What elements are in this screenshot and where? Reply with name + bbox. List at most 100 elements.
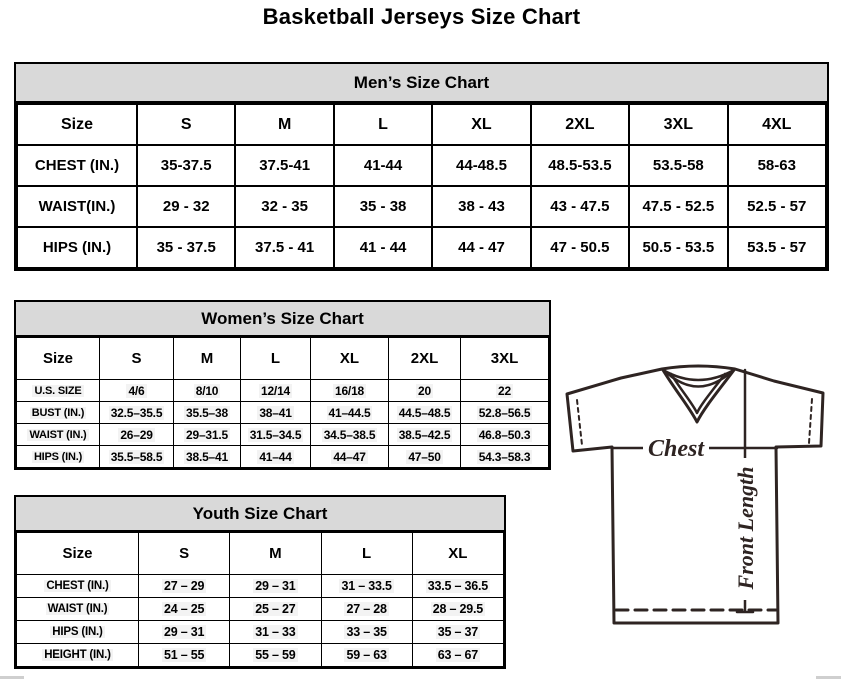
cell-value: 35 – 37	[435, 625, 481, 639]
column-header: S	[99, 337, 174, 380]
cell-value: 29–31.5	[184, 427, 230, 442]
cell-value: 31.5–34.5	[247, 427, 304, 442]
table-cell: 51 – 55	[137, 643, 231, 667]
cell-value: 52.5 - 57	[747, 198, 807, 215]
front-length-label-backing	[733, 458, 757, 600]
cell-value: 43 - 47.5	[550, 198, 610, 215]
youth-size-table: Size S M L XL CHEST (IN.) 27 – 29 29 – 31 31 – 3…	[16, 532, 505, 667]
table-cell: 34.5–38.5	[310, 423, 389, 446]
table-cell: 55 – 59	[229, 643, 322, 667]
table-row: HIPS (IN.) 35 - 37.5 37.5 - 41 41 - 44 44 - …	[16, 226, 828, 269]
table-cell: 48.5-53.5	[529, 144, 631, 187]
page-title: Basketball Jerseys Size Chart	[262, 4, 581, 29]
womens-size-chart-section: Women’s Size Chart Size S M L XL 2XL 3XL U.S. S…	[14, 300, 551, 470]
table-row: CHEST (IN.) 35-37.5 37.5-41 41-44 44-48.5 48.…	[16, 144, 828, 187]
cell-value: 47 - 50.5	[550, 239, 610, 256]
column-header: L	[240, 337, 311, 380]
mens-size-chart-section: Men’s Size Chart Size S M L XL 2XL 3XL 4XL CHEST…	[14, 62, 829, 271]
table-cell: 53.5-58	[628, 144, 729, 187]
cell-value: 44-48.5	[456, 157, 507, 174]
column-header: L	[320, 532, 413, 575]
table-cell: 41–44	[240, 445, 311, 468]
table-cell: 35 – 37	[411, 620, 505, 644]
v-neck-inner	[669, 372, 727, 415]
column-header: 3XL	[460, 337, 549, 380]
cell-value: 26–29	[118, 427, 155, 442]
column-header: XL	[310, 337, 389, 380]
row-label: BUST (IN.)	[16, 401, 100, 424]
table-cell: 32.5–35.5	[99, 401, 174, 424]
row-label: U.S. SIZE	[16, 379, 100, 402]
table-cell: 37.5 - 41	[234, 226, 335, 269]
cell-value: 44.5–48.5	[396, 405, 453, 420]
scrollbar-fragment-right[interactable]	[816, 676, 841, 679]
table-cell: 35-37.5	[135, 144, 237, 187]
table-cell: 54.3–58.3	[460, 445, 549, 468]
table-cell: 29–31.5	[173, 423, 241, 446]
scrollbar-fragment-left[interactable]	[0, 676, 24, 679]
cell-value: 38.5–41	[184, 449, 230, 464]
row-label-text: BUST (IN.)	[29, 406, 87, 419]
table-cell: 35 - 37.5	[135, 226, 237, 269]
cell-value: 22	[496, 383, 513, 398]
cell-value: 33.5 – 36.5	[425, 579, 491, 593]
cell-value: 34.5–38.5	[321, 427, 378, 442]
table-cell: 25 – 27	[229, 597, 322, 621]
cell-value: 38–41	[257, 405, 294, 420]
cell-value: 41–44.5	[326, 405, 373, 420]
table-cell: 43 - 47.5	[529, 185, 631, 228]
cell-value: 63 – 67	[435, 648, 481, 662]
table-cell: 27 – 29	[137, 574, 231, 598]
column-header: M	[229, 532, 322, 575]
table-cell: 41-44	[332, 144, 434, 187]
table-cell: 22	[460, 379, 549, 402]
column-header: 4XL	[726, 103, 828, 146]
table-cell: 52.5 - 57	[726, 185, 828, 228]
table-cell: 47–50	[388, 445, 461, 468]
table-cell: 28 – 29.5	[411, 597, 505, 621]
table-cell: 31 – 33.5	[320, 574, 413, 598]
cell-value: 58-63	[757, 157, 796, 174]
cell-value: 37.5-41	[259, 157, 311, 174]
cell-value: 35 - 38	[359, 198, 407, 215]
table-cell: 12/14	[240, 379, 311, 402]
table-cell: 8/10	[173, 379, 241, 402]
row-label-text: HIPS (IN.)	[31, 450, 85, 463]
header-row: Size S M L XL 2XL 3XL	[16, 337, 549, 380]
row-label-text: CHEST (IN.)	[34, 157, 120, 174]
cell-value: 35-37.5	[160, 157, 212, 174]
table-cell: 38 - 43	[431, 185, 532, 228]
row-label: HEIGHT (IN.)	[16, 643, 139, 667]
row-label: HIPS (IN.)	[16, 620, 139, 644]
table-cell: 35.5–58.5	[99, 445, 174, 468]
table-cell: 4/6	[99, 379, 174, 402]
cuff-dashed-line-left	[576, 399, 583, 446]
cell-value: 29 - 32	[162, 198, 210, 215]
table-cell: 20	[388, 379, 461, 402]
table-cell: 53.5 - 57	[726, 226, 828, 269]
column-header: M	[234, 103, 335, 146]
cell-value: 32.5–35.5	[108, 405, 165, 420]
jersey-outline	[565, 364, 825, 625]
table-cell: 46.8–50.3	[460, 423, 549, 446]
row-label-text: CHEST (IN.)	[44, 580, 111, 592]
row-label: WAIST(IN.)	[16, 185, 138, 228]
table-row: HIPS (IN.) 35.5–58.5 38.5–41 41–44 44–47 47–5…	[16, 445, 549, 468]
table-cell: 33 – 35	[320, 620, 413, 644]
table-cell: 29 - 32	[135, 185, 237, 228]
cell-value: 38 - 43	[458, 198, 505, 215]
row-label: CHEST (IN.)	[16, 574, 139, 598]
table-cell: 44 - 47	[431, 226, 532, 269]
cell-value: 41 - 44	[359, 239, 407, 256]
cell-value: 16/18	[332, 383, 367, 398]
cell-value: 35.5–58.5	[108, 449, 165, 464]
cell-value: 25 – 27	[253, 602, 298, 616]
table-cell: 44–47	[310, 445, 389, 468]
column-header: Size	[16, 103, 138, 146]
table-cell: 44.5–48.5	[388, 401, 461, 424]
cell-value: 31 – 33.5	[339, 579, 394, 593]
cuff-dashed-line-right	[808, 398, 813, 444]
table-cell: 27 – 28	[320, 597, 413, 621]
table-cell: 16/18	[310, 379, 389, 402]
cell-value: 44–47	[331, 449, 368, 464]
